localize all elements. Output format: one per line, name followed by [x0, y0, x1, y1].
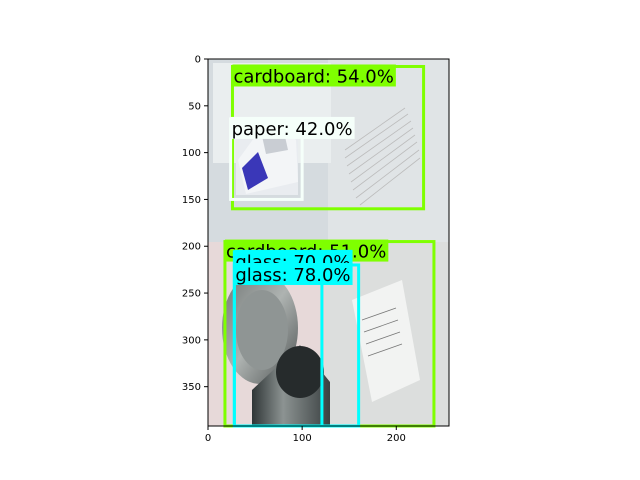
detection-label: cardboard: 54.0%	[233, 66, 393, 87]
y-tick-label: 300	[182, 335, 201, 346]
x-tick-label: 0	[205, 433, 211, 444]
y-tick-label: 100	[182, 148, 201, 159]
tin-can-photo	[222, 272, 330, 426]
x-axis: 0 100 200	[205, 426, 406, 444]
label-background	[234, 262, 353, 285]
y-tick-label: 200	[182, 242, 201, 253]
detection-glass: glass: 78.0%	[232, 262, 361, 428]
y-tick-label: 350	[182, 382, 201, 393]
detection-cardboard: cardboard: 54.0%	[230, 64, 426, 211]
detection-label: paper: 42.0%	[232, 119, 353, 140]
y-axis: 0 50 100 150 200 250 300 350	[182, 55, 208, 393]
detection-label: glass: 78.0%	[235, 265, 350, 286]
y-tick-label: 0	[195, 55, 201, 66]
x-tick-label: 100	[293, 433, 312, 444]
detections-layer: cardboard: 54.0%paper: 42.0%cardboard: 5…	[223, 64, 436, 428]
x-tick-label: 200	[387, 433, 406, 444]
lined-paper-photo	[344, 107, 421, 206]
detection-paper: paper: 42.0%	[229, 116, 355, 201]
y-tick-label: 150	[182, 195, 201, 206]
label-background	[232, 64, 396, 87]
axes-frame	[207, 58, 450, 427]
label-background	[230, 116, 355, 139]
paper-note-photo	[352, 280, 420, 402]
y-tick-label: 50	[188, 101, 201, 112]
y-tick-label: 250	[182, 289, 201, 300]
